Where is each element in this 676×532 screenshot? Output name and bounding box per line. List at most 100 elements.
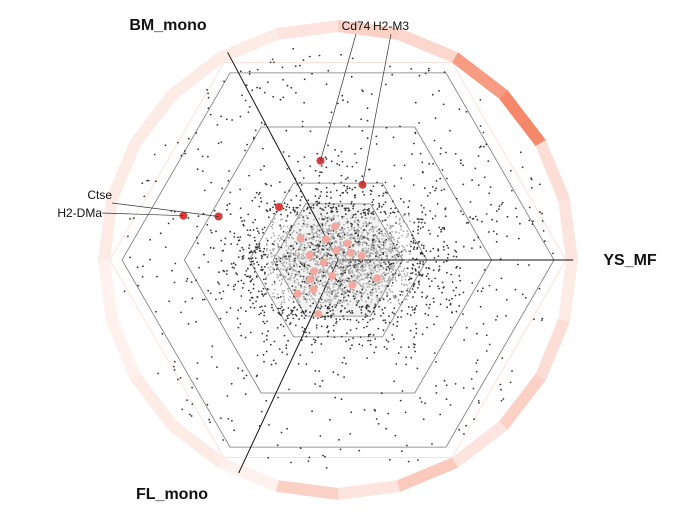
data-point: [285, 129, 288, 132]
data-point: [421, 333, 424, 336]
data-point: [320, 232, 323, 235]
data-point: [299, 199, 302, 202]
data-point: [313, 224, 316, 227]
data-point: [370, 264, 373, 267]
data-point: [233, 288, 235, 291]
data-point: [313, 248, 316, 251]
data-point: [454, 294, 457, 297]
data-point: [303, 101, 305, 104]
data-point: [258, 232, 260, 235]
data-point: [266, 202, 269, 205]
highlight-point-inner: [331, 222, 340, 231]
data-point: [410, 240, 412, 243]
ring-segment: [397, 28, 458, 63]
data-point: [237, 256, 240, 258]
data-point: [365, 306, 368, 308]
data-point: [210, 229, 212, 232]
data-point: [227, 418, 230, 420]
data-point: [327, 281, 330, 284]
data-point: [371, 226, 374, 228]
data-point: [476, 359, 479, 362]
data-point: [406, 289, 408, 292]
data-point: [273, 234, 276, 237]
data-point: [301, 315, 303, 317]
data-point: [326, 212, 329, 215]
data-point: [201, 298, 204, 301]
data-point: [363, 266, 365, 269]
data-point: [285, 239, 287, 242]
data-point: [269, 209, 272, 212]
data-point: [325, 222, 327, 225]
data-point: [370, 277, 373, 280]
data-point: [300, 311, 303, 314]
highlight-point-inner: [314, 310, 323, 319]
data-point: [363, 208, 366, 211]
data-point: [240, 279, 243, 282]
data-point: [389, 298, 391, 300]
data-point: [482, 323, 485, 325]
data-point: [360, 292, 363, 295]
data-point: [302, 177, 305, 179]
data-point: [187, 217, 190, 220]
data-point: [196, 168, 199, 171]
data-point: [314, 251, 316, 254]
data-point: [306, 263, 309, 266]
data-point: [380, 262, 383, 264]
data-point: [419, 152, 422, 155]
data-point: [366, 357, 368, 359]
data-point: [279, 228, 282, 231]
data-point: [297, 283, 300, 286]
data-point: [322, 454, 324, 457]
data-point: [443, 249, 445, 251]
data-point: [229, 191, 232, 194]
data-point: [289, 252, 292, 255]
data-point: [263, 123, 266, 126]
data-point: [301, 339, 303, 341]
data-point: [264, 265, 266, 268]
data-point: [349, 234, 351, 236]
data-point: [253, 306, 256, 309]
data-point: [305, 281, 308, 284]
data-point: [429, 210, 431, 212]
data-point: [471, 179, 473, 182]
data-point: [339, 285, 341, 287]
data-point: [374, 269, 377, 272]
data-point: [455, 250, 458, 253]
data-point: [191, 297, 194, 300]
data-point: [282, 325, 285, 328]
data-point: [301, 248, 304, 251]
data-point: [326, 288, 329, 291]
data-point: [353, 226, 355, 229]
data-point: [249, 275, 252, 277]
data-point: [381, 284, 384, 287]
data-point: [344, 271, 346, 274]
data-point: [190, 281, 193, 283]
data-point: [381, 280, 383, 283]
data-point: [303, 263, 306, 266]
data-point: [318, 174, 321, 177]
data-point: [323, 218, 325, 221]
data-point: [542, 230, 545, 232]
data-point: [473, 418, 475, 421]
data-point: [374, 252, 377, 255]
data-point: [355, 216, 357, 219]
data-point: [263, 293, 266, 296]
data-point: [434, 189, 436, 192]
data-point: [429, 303, 431, 306]
data-point: [385, 260, 388, 262]
data-point: [338, 276, 341, 279]
data-point: [358, 220, 361, 223]
data-point: [292, 206, 295, 209]
data-point: [285, 268, 287, 270]
data-point: [354, 240, 357, 243]
data-point: [349, 329, 352, 331]
data-point: [302, 252, 305, 255]
data-point: [369, 193, 372, 196]
data-point: [400, 310, 403, 312]
data-point: [366, 314, 369, 317]
data-point: [392, 323, 395, 326]
data-point: [433, 323, 435, 326]
data-point: [459, 279, 461, 282]
data-point: [299, 204, 301, 207]
data-point: [240, 295, 243, 297]
